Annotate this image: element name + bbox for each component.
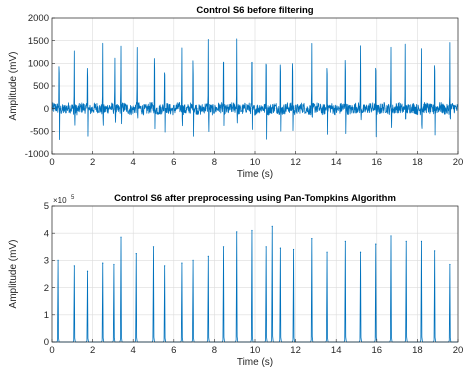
x-tick-label: 14 xyxy=(331,157,342,168)
bottom-signal-trace xyxy=(52,225,458,343)
y-tick-label: 500 xyxy=(33,81,49,92)
top-signal-trace xyxy=(51,38,459,140)
x-tick-label: 8 xyxy=(212,345,217,356)
bottom-chart-title: Control S6 after preprocessing using Pan… xyxy=(114,193,396,204)
y-tick-label: 2000 xyxy=(28,13,49,24)
x-tick-label: 8 xyxy=(212,157,217,168)
top-subplot: 0 2 4 6 8 10 12 14 16 18 20 -1000 -500 0 500 1000 1500 2… xyxy=(8,5,463,180)
y-tick-label: 0 xyxy=(44,337,49,348)
x-tick-label: 18 xyxy=(412,157,423,168)
y-tick-label: 1000 xyxy=(28,59,49,70)
x-tick-label: 2 xyxy=(90,345,95,356)
x-tick-label: 4 xyxy=(131,157,136,168)
x-tick-label: 14 xyxy=(331,345,342,356)
x-tick-label: 12 xyxy=(290,345,301,356)
top-y-tick-labels: -1000 -500 0 500 1000 1500 2000 xyxy=(25,13,55,160)
x-tick-label: 16 xyxy=(372,345,383,356)
y-tick-label: -1000 xyxy=(25,149,49,160)
bottom-y-tick-labels: 0 1 2 3 4 5 xyxy=(44,201,55,348)
top-x-axis-label: Time (s) xyxy=(237,169,273,180)
x-tick-label: 20 xyxy=(453,157,463,168)
x-tick-label: 10 xyxy=(250,345,261,356)
top-chart-title: Control S6 before filtering xyxy=(196,5,313,16)
y-tick-label: 1 xyxy=(44,310,49,321)
x-tick-label: 6 xyxy=(171,157,176,168)
top-x-tick-labels: 0 2 4 6 8 10 12 14 16 18 20 xyxy=(49,151,463,168)
top-y-axis-label: Amplitude (mV) xyxy=(8,52,19,121)
x-tick-label: 18 xyxy=(412,345,423,356)
exponent-base: ×10 xyxy=(53,196,67,205)
x-tick-label: 16 xyxy=(372,157,383,168)
exponent-power: 5 xyxy=(71,195,75,201)
bottom-y-axis-label: Amplitude (mV) xyxy=(8,240,19,309)
x-tick-label: 0 xyxy=(49,157,54,168)
signal-line xyxy=(52,226,458,343)
y-tick-label: 2 xyxy=(44,283,49,294)
y-tick-label: 0 xyxy=(44,104,49,115)
bottom-y-axis-exponent: ×10 5 xyxy=(53,190,75,207)
x-tick-label: 10 xyxy=(250,157,261,168)
y-tick-label: 5 xyxy=(44,201,49,212)
x-tick-label: 4 xyxy=(131,345,136,356)
x-tick-label: 0 xyxy=(49,345,54,356)
x-tick-label: 6 xyxy=(171,345,176,356)
signal-line xyxy=(51,38,459,140)
y-tick-label: 1500 xyxy=(28,36,49,47)
y-tick-label: -500 xyxy=(30,127,49,138)
x-tick-label: 2 xyxy=(90,157,95,168)
bottom-x-tick-labels: 0 2 4 6 8 10 12 14 16 18 20 xyxy=(49,339,463,356)
y-tick-label: 4 xyxy=(44,228,49,239)
bottom-x-axis-label: Time (s) xyxy=(237,357,273,368)
x-tick-label: 20 xyxy=(453,345,463,356)
y-tick-label: 3 xyxy=(44,256,49,267)
x-tick-label: 12 xyxy=(290,157,301,168)
